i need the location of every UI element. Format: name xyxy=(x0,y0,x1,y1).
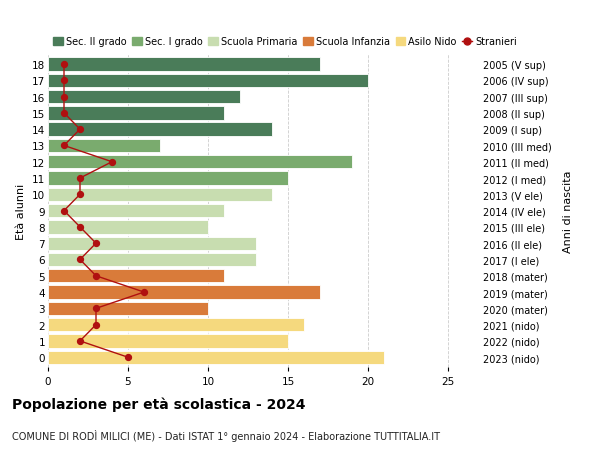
Bar xyxy=(48,140,160,153)
Bar xyxy=(48,188,272,202)
Point xyxy=(91,240,101,247)
Point xyxy=(59,207,69,215)
Point xyxy=(91,321,101,329)
Point xyxy=(59,78,69,85)
Bar xyxy=(48,221,208,234)
Point xyxy=(75,337,85,345)
Bar xyxy=(48,286,320,299)
Point xyxy=(75,191,85,199)
Text: COMUNE DI RODÌ MILICI (ME) - Dati ISTAT 1° gennaio 2024 - Elaborazione TUTTITALI: COMUNE DI RODÌ MILICI (ME) - Dati ISTAT … xyxy=(12,429,440,441)
Y-axis label: Anni di nascita: Anni di nascita xyxy=(563,170,572,252)
Point xyxy=(75,256,85,263)
Point xyxy=(123,354,133,361)
Point xyxy=(75,126,85,134)
Legend: Sec. II grado, Sec. I grado, Scuola Primaria, Scuola Infanzia, Asilo Nido, Stran: Sec. II grado, Sec. I grado, Scuola Prim… xyxy=(53,37,517,47)
Bar xyxy=(48,335,288,348)
Bar xyxy=(48,302,208,315)
Y-axis label: Età alunni: Età alunni xyxy=(16,183,26,239)
Point xyxy=(59,110,69,117)
Bar xyxy=(48,351,384,364)
Point xyxy=(59,142,69,150)
Point xyxy=(75,175,85,182)
Point xyxy=(59,94,69,101)
Bar xyxy=(48,107,224,120)
Point xyxy=(91,273,101,280)
Bar xyxy=(48,91,240,104)
Bar xyxy=(48,74,368,88)
Bar xyxy=(48,269,224,283)
Point xyxy=(75,224,85,231)
Bar xyxy=(48,156,352,169)
Bar xyxy=(48,237,256,250)
Bar xyxy=(48,172,288,185)
Point xyxy=(139,289,149,296)
Bar xyxy=(48,318,304,331)
Text: Popolazione per età scolastica - 2024: Popolazione per età scolastica - 2024 xyxy=(12,397,305,412)
Point xyxy=(59,61,69,68)
Bar xyxy=(48,58,320,72)
Bar xyxy=(48,204,224,218)
Point xyxy=(91,305,101,312)
Bar xyxy=(48,123,272,136)
Bar xyxy=(48,253,256,267)
Point xyxy=(107,159,117,166)
